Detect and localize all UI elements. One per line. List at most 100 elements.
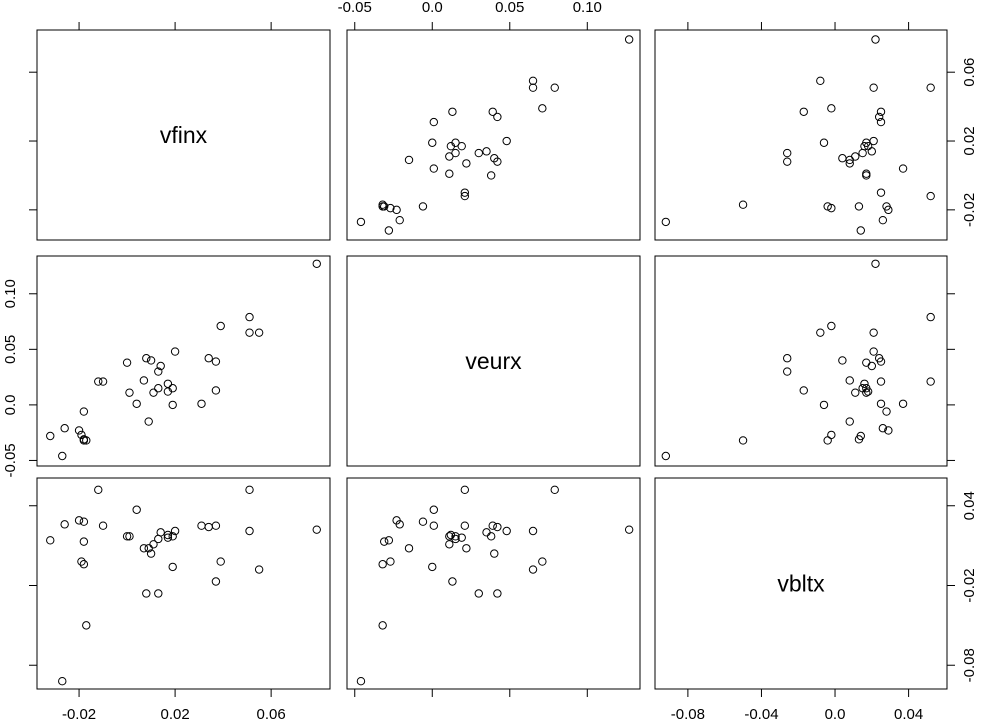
point-vbltx-vs-veurx-24 [428, 562, 437, 572]
point-vfinx-vs-vbltx-3 [816, 76, 825, 86]
point-veurx-vs-vfinx-0 [312, 259, 321, 268]
point-vfinx-vs-vbltx-10 [862, 171, 871, 180]
point-veurx-vs-vfinx-25 [132, 399, 141, 408]
point-veurx-vs-vfinx-20 [149, 388, 158, 397]
y-tick-label-veurx-0: -0.05 [2, 443, 19, 477]
point-vbltx-vs-veurx-1 [550, 485, 559, 494]
point-vbltx-vs-veurx-8 [493, 589, 502, 598]
point-vfinx-vs-vbltx-20 [851, 152, 860, 161]
point-veurx-vs-vfinx-30 [77, 430, 86, 440]
point-vbltx-vs-veurx-13 [460, 521, 470, 530]
point-vfinx-vs-vbltx-33 [823, 202, 832, 211]
point-vbltx-vs-vfinx-9 [146, 549, 156, 558]
point-vfinx-vs-vbltx-21 [862, 169, 871, 178]
point-vfinx-vs-veurx-34 [384, 226, 394, 235]
point-vbltx-vs-vfinx-25 [132, 505, 141, 514]
y-tick-label-vfinx-0: -0.02 [961, 193, 978, 227]
point-veurx-vs-vbltx-15 [845, 376, 854, 385]
point-vbltx-vs-vfinx-34 [46, 536, 55, 545]
point-vfinx-vs-veurx-4 [538, 104, 547, 113]
point-veurx-vs-vbltx-7 [876, 357, 886, 366]
point-vbltx-vs-veurx-5 [502, 526, 511, 536]
point-veurx-vs-vbltx-8 [783, 354, 792, 363]
point-vbltx-vs-veurx-29 [392, 516, 401, 525]
point-vfinx-vs-veurx-12 [474, 148, 483, 158]
point-vfinx-vs-veurx-19 [446, 141, 456, 151]
point-veurx-vs-vfinx-22 [211, 386, 221, 395]
point-vbltx-vs-vfinx-23 [197, 521, 206, 530]
point-vfinx-vs-veurx-18 [451, 148, 460, 158]
point-veurx-vs-vfinx-5 [170, 347, 180, 356]
point-vbltx-vs-veurx-4 [538, 557, 547, 566]
point-vbltx-vs-vfinx-29 [74, 516, 84, 525]
point-vbltx-vs-veurx-16 [457, 533, 466, 542]
point-veurx-vs-vbltx-2 [869, 328, 878, 337]
point-vfinx-vs-vbltx-0 [871, 35, 880, 44]
point-veurx-vs-vfinx-18 [154, 384, 163, 393]
point-vfinx-vs-veurx-23 [429, 117, 439, 127]
point-veurx-vs-vfinx-1 [245, 312, 254, 322]
point-vbltx-vs-veurx-19 [446, 530, 456, 540]
point-vfinx-vs-veurx-15 [462, 159, 471, 168]
point-vbltx-vs-vfinx-14 [94, 485, 103, 494]
point-veurx-vs-vbltx-13 [876, 377, 886, 386]
point-veurx-vs-vfinx-9 [146, 356, 156, 365]
point-vfinx-vs-veurx-14 [460, 191, 470, 201]
point-vfinx-vs-vbltx-25 [898, 164, 908, 173]
point-vfinx-vs-vbltx-32 [738, 200, 748, 209]
point-vbltx-vs-veurx-33 [378, 560, 387, 569]
point-vbltx-vs-vfinx-22 [211, 577, 221, 586]
point-vbltx-vs-vfinx-31 [79, 537, 89, 546]
point-vfinx-vs-vbltx-7 [876, 107, 886, 116]
point-vfinx-vs-veurx-1 [550, 83, 559, 92]
point-vfinx-vs-vbltx-19 [863, 141, 873, 151]
point-veurx-vs-vbltx-12 [783, 367, 792, 376]
point-vfinx-vs-veurx-22 [448, 107, 457, 116]
point-veurx-vs-vfinx-2 [245, 328, 254, 337]
point-veurx-vs-vbltx-3 [816, 328, 825, 337]
point-vbltx-vs-veurx-23 [429, 521, 439, 530]
point-vfinx-vs-vbltx-8 [783, 157, 792, 166]
point-veurx-vs-vbltx-25 [898, 399, 908, 408]
point-veurx-vs-vbltx-32 [738, 436, 748, 445]
point-veurx-vs-vfinx-3 [254, 328, 264, 337]
point-vbltx-vs-vfinx-18 [154, 534, 163, 544]
y-tick-label-veurx-2: 0.05 [2, 335, 19, 364]
point-veurx-vs-vbltx-19 [863, 387, 873, 396]
point-veurx-vs-vfinx-33 [79, 436, 89, 445]
point-veurx-vs-vfinx-4 [216, 321, 225, 331]
point-vfinx-vs-vbltx-24 [819, 138, 829, 147]
point-vbltx-vs-veurx-7 [488, 521, 497, 530]
x-tick-label-vfinx-1: 0.02 [160, 706, 189, 723]
point-vbltx-vs-veurx-35 [356, 676, 366, 686]
point-veurx-vs-vbltx-20 [851, 388, 860, 397]
x-tick-label-veurx-3: 0.10 [573, 0, 602, 16]
point-vbltx-vs-vfinx-33 [79, 560, 89, 569]
point-vbltx-vs-vfinx-8 [142, 589, 151, 598]
point-vfinx-vs-vbltx-23 [876, 117, 886, 127]
point-veurx-vs-vbltx-16 [860, 379, 869, 388]
point-vbltx-vs-vfinx-19 [163, 530, 173, 540]
point-vfinx-vs-veurx-0 [624, 35, 634, 44]
point-veurx-vs-vfinx-10 [122, 358, 132, 367]
y-tick-label-vbltx-2: 0.04 [961, 491, 978, 520]
point-veurx-vs-vfinx-16 [163, 379, 173, 388]
point-vbltx-vs-veurx-6 [493, 522, 502, 532]
point-vfinx-vs-veurx-2 [528, 83, 538, 92]
point-vfinx-vs-vbltx-4 [827, 104, 836, 113]
point-veurx-vs-vfinx-23 [197, 399, 206, 408]
point-veurx-vs-vbltx-23 [876, 399, 886, 408]
point-vfinx-vs-veurx-21 [445, 169, 454, 178]
point-veurx-vs-vbltx-10 [862, 358, 871, 367]
x-tick-label-veurx-1: 0.0 [422, 0, 443, 16]
point-vfinx-vs-vbltx-31 [854, 202, 864, 211]
point-veurx-vs-vfinx-12 [154, 367, 163, 376]
point-veurx-vs-vbltx-9 [838, 356, 847, 365]
point-vbltx-vs-vfinx-3 [254, 565, 264, 574]
panel-frame-1-0 [36, 255, 331, 467]
point-vbltx-vs-vfinx-15 [139, 544, 149, 553]
point-vfinx-vs-veurx-20 [445, 152, 454, 161]
point-vbltx-vs-vfinx-16 [163, 533, 173, 542]
point-veurx-vs-vbltx-11 [867, 361, 877, 371]
